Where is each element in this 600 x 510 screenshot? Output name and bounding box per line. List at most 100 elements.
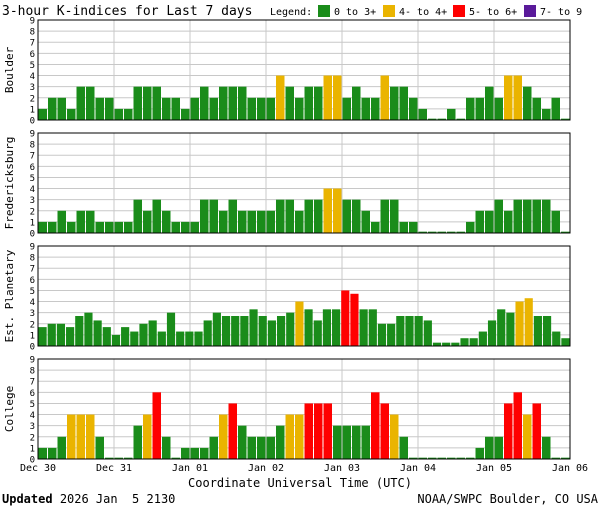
- bar-boulder-11: [133, 86, 142, 120]
- bar-est-planetary-41: [405, 316, 414, 346]
- bar-est-planetary-28: [286, 312, 295, 346]
- bar-boulder-49: [494, 97, 503, 120]
- bar-fredericksburg-53: [532, 199, 541, 233]
- bar-college-47: [475, 447, 484, 459]
- bar-est-planetary-5: [75, 316, 84, 346]
- bar-college-21: [228, 403, 237, 459]
- ytick-college-5: 5: [30, 400, 35, 410]
- ytick-college-9: 9: [30, 356, 35, 366]
- bar-est-planetary-43: [423, 320, 432, 346]
- bar-college-27: [285, 414, 294, 459]
- ytick-college-8: 8: [30, 367, 35, 377]
- bar-boulder-3: [57, 97, 66, 120]
- bar-college-9: [114, 457, 123, 459]
- ytick-boulder-1: 1: [30, 105, 35, 115]
- ytick-college-4: 4: [30, 411, 35, 421]
- bar-boulder-55: [551, 97, 560, 120]
- bar-est-planetary-40: [396, 316, 405, 346]
- bar-college-12: [143, 414, 152, 459]
- ytick-fredericksburg-7: 7: [30, 152, 35, 162]
- bar-est-planetary-22: [231, 316, 240, 346]
- legend-swatch-2: [383, 5, 395, 17]
- bar-college-37: [380, 403, 389, 459]
- bar-boulder-6: [86, 86, 95, 120]
- bar-est-planetary-34: [341, 290, 350, 346]
- bar-fredericksburg-5: [76, 210, 85, 233]
- xtick-6: Jan 04: [400, 463, 436, 474]
- bar-est-planetary-8: [102, 327, 111, 346]
- bar-est-planetary-51: [497, 309, 506, 346]
- xtick-5: Jan 03: [324, 463, 360, 474]
- bar-fredericksburg-52: [523, 199, 532, 233]
- ytick-est-planetary-5: 5: [30, 287, 35, 297]
- bar-est-planetary-25: [258, 316, 267, 346]
- bar-fredericksburg-8: [105, 221, 114, 233]
- bar-est-planetary-31: [313, 320, 322, 346]
- bar-fredericksburg-33: [342, 199, 351, 233]
- bar-boulder-44: [447, 108, 456, 120]
- ytick-fredericksburg-4: 4: [30, 185, 35, 195]
- xtick-1: Dec 30: [20, 463, 56, 474]
- bar-boulder-27: [285, 86, 294, 120]
- ytick-est-planetary-4: 4: [30, 298, 35, 308]
- bar-boulder-4: [67, 108, 76, 120]
- bar-fredericksburg-54: [542, 199, 551, 233]
- bar-est-planetary-2: [47, 323, 56, 346]
- bar-est-planetary-56: [542, 316, 552, 346]
- bar-college-1: [38, 447, 47, 459]
- bar-est-planetary-19: [203, 320, 212, 346]
- bar-fredericksburg-22: [238, 210, 247, 233]
- bar-college-39: [399, 436, 408, 459]
- bar-college-53: [532, 403, 541, 459]
- bar-fredericksburg-30: [314, 199, 323, 233]
- bar-boulder-43: [437, 118, 446, 120]
- bar-college-10: [124, 457, 133, 459]
- bar-fredericksburg-41: [418, 231, 427, 233]
- bar-college-24: [257, 436, 266, 459]
- bar-est-planetary-29: [295, 301, 304, 346]
- bar-college-55: [551, 457, 560, 459]
- bar-fredericksburg-55: [551, 210, 560, 233]
- bar-boulder-17: [190, 97, 199, 120]
- bar-boulder-50: [504, 75, 513, 120]
- legend-swatch-4: [524, 5, 536, 17]
- bar-fredericksburg-50: [504, 210, 513, 233]
- ytick-est-planetary-3: 3: [30, 309, 35, 319]
- ytick-college-7: 7: [30, 378, 35, 388]
- ytick-est-planetary-8: 8: [30, 254, 35, 264]
- bar-college-15: [171, 457, 180, 459]
- bar-fredericksburg-40: [409, 221, 418, 233]
- panel-border-boulder: [37, 19, 571, 121]
- bar-college-19: [209, 436, 218, 459]
- bar-college-35: [361, 425, 370, 459]
- bar-college-30: [314, 403, 323, 459]
- bar-boulder-12: [143, 86, 152, 120]
- xtick-7: Jan 05: [476, 463, 512, 474]
- bar-est-planetary-24: [249, 309, 258, 346]
- ytick-est-planetary-6: 6: [30, 276, 35, 286]
- bar-est-planetary-6: [84, 312, 93, 346]
- bar-fredericksburg-27: [285, 199, 294, 233]
- bar-college-16: [181, 447, 190, 459]
- bar-boulder-5: [76, 86, 85, 120]
- bar-college-50: [504, 403, 513, 459]
- bar-est-planetary-30: [304, 309, 313, 346]
- bar-est-planetary-38: [377, 323, 387, 346]
- bar-est-planetary-20: [212, 312, 221, 346]
- bar-est-planetary-36: [359, 309, 368, 346]
- bar-college-34: [352, 425, 361, 459]
- bar-boulder-46: [466, 97, 475, 120]
- bar-est-planetary-54: [524, 298, 533, 346]
- bar-est-planetary-35: [350, 293, 359, 346]
- bar-boulder-34: [352, 86, 361, 120]
- bar-college-41: [418, 457, 427, 459]
- panel-border-est-planetary: [37, 245, 571, 347]
- bar-fredericksburg-36: [371, 221, 380, 233]
- bar-boulder-29: [304, 86, 313, 120]
- bar-est-planetary-32: [322, 309, 332, 346]
- panel-frame-college: [37, 358, 571, 460]
- bar-boulder-51: [513, 75, 522, 120]
- bar-est-planetary-18: [194, 331, 203, 346]
- bar-est-planetary-57: [552, 331, 561, 346]
